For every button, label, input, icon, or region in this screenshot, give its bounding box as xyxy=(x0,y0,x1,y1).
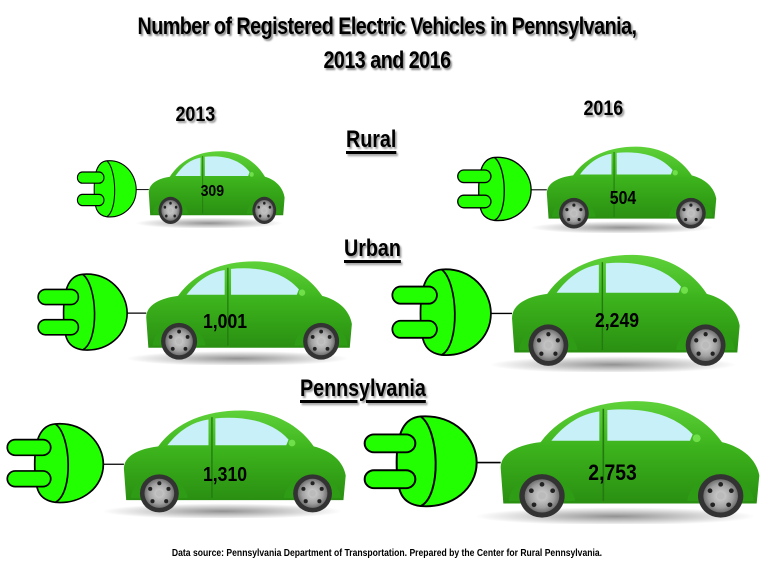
value-rural-2013: 309 xyxy=(200,183,225,200)
value-urban-2013: 1,001 xyxy=(203,311,248,333)
year-label-2016: 2016 xyxy=(583,97,624,120)
chart-title-line2: 2013 and 2016 xyxy=(323,47,451,74)
category-label-rural: Rural xyxy=(346,126,397,153)
ev-car-icon-urban-2016 xyxy=(390,250,742,372)
chart-title-line1: Number of Registered Electric Vehicles i… xyxy=(137,13,637,40)
ev-car-icon-pennsylvania-2016 xyxy=(362,396,762,524)
data-source-footer: Data source: Pennsylvania Department of … xyxy=(171,548,603,559)
year-label-2013: 2013 xyxy=(175,103,216,126)
value-urban-2016: 2,249 xyxy=(595,310,640,332)
value-pennsylvania-2016: 2,753 xyxy=(588,460,637,485)
value-pennsylvania-2013: 1,310 xyxy=(203,464,248,486)
category-label-pennsylvania: Pennsylvania xyxy=(300,375,426,402)
ev-car-icon-rural-2013 xyxy=(76,148,286,228)
value-rural-2016: 504 xyxy=(609,188,637,208)
ev-car-icon-rural-2016 xyxy=(456,143,718,233)
ev-car-icon-pennsylvania-2013 xyxy=(5,406,348,518)
category-label-urban: Urban xyxy=(344,235,401,262)
ev-car-icon-urban-2013 xyxy=(36,257,354,365)
